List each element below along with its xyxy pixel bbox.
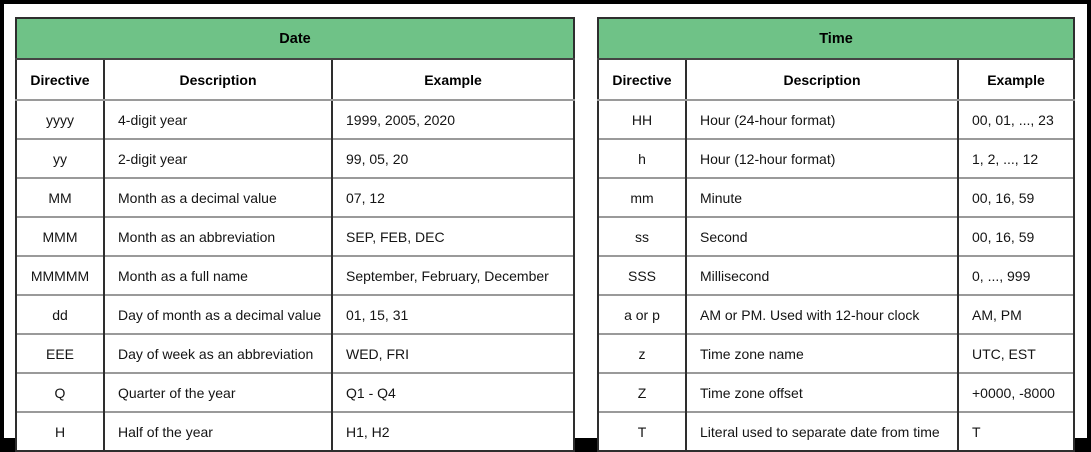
description-cell: Minute	[685, 177, 959, 217]
description-cell: Day of month as a decimal value	[103, 294, 333, 334]
time-table-title-row: Time	[598, 18, 1074, 60]
directive-cell: MM	[15, 177, 105, 217]
example-cell: 00, 16, 59	[957, 216, 1075, 256]
column-header-example: Example	[331, 59, 575, 101]
description-cell: Month as an abbreviation	[103, 216, 333, 256]
table-row: HH Hour (24-hour format) 00, 01, ..., 23	[597, 100, 1075, 139]
directive-cell: H	[15, 411, 105, 451]
example-cell: 1999, 2005, 2020	[331, 100, 575, 139]
description-cell: Hour (12-hour format)	[685, 138, 959, 178]
column-header-directive: Directive	[597, 59, 687, 101]
directive-cell: yyyy	[15, 100, 105, 139]
directive-cell: ss	[597, 216, 687, 256]
description-cell: 4-digit year	[103, 100, 333, 139]
table-row: mm Minute 00, 16, 59	[597, 177, 1075, 217]
directive-cell: dd	[15, 294, 105, 334]
date-table-column-header-row: Directive Description Example	[15, 59, 575, 101]
example-cell: WED, FRI	[331, 333, 575, 373]
description-cell: Time zone name	[685, 333, 959, 373]
table-row: MMM Month as an abbreviation SEP, FEB, DEC	[15, 216, 575, 256]
page-canvas: Date Directive Description Example yyyy 4-d…	[4, 4, 1087, 452]
date-table-title: Date	[16, 18, 574, 60]
description-cell: 2-digit year	[103, 138, 333, 178]
description-cell: Month as a full name	[103, 255, 333, 295]
time-directives-table: Time Directive Description Example HH Hour …	[597, 17, 1075, 452]
table-row: yyyy 4-digit year 1999, 2005, 2020	[15, 100, 575, 139]
directive-cell: mm	[597, 177, 687, 217]
column-header-directive: Directive	[15, 59, 105, 101]
example-cell: 07, 12	[331, 177, 575, 217]
table-row: T Literal used to separate date from time…	[597, 411, 1075, 451]
table-row: z Time zone name UTC, EST	[597, 333, 1075, 373]
directive-cell: yy	[15, 138, 105, 178]
example-cell: UTC, EST	[957, 333, 1075, 373]
description-cell: Day of week as an abbreviation	[103, 333, 333, 373]
directive-cell: MMM	[15, 216, 105, 256]
example-cell: 0, ..., 999	[957, 255, 1075, 295]
column-header-example: Example	[957, 59, 1075, 101]
table-row: H Half of the year H1, H2	[15, 411, 575, 451]
table-row: h Hour (12-hour format) 1, 2, ..., 12	[597, 138, 1075, 178]
table-row: yy 2-digit year 99, 05, 20	[15, 138, 575, 178]
example-cell: +0000, -8000	[957, 372, 1075, 412]
directive-cell: h	[597, 138, 687, 178]
table-row: SSS Millisecond 0, ..., 999	[597, 255, 1075, 295]
table-row: ss Second 00, 16, 59	[597, 216, 1075, 256]
date-table-body: yyyy 4-digit year 1999, 2005, 2020 yy 2-digi…	[15, 100, 575, 451]
example-cell: 1, 2, ..., 12	[957, 138, 1075, 178]
table-row: Z Time zone offset +0000, -8000	[597, 372, 1075, 412]
example-cell: Q1 - Q4	[331, 372, 575, 412]
table-row: MMMMM Month as a full name September, Febr…	[15, 255, 575, 295]
date-directives-table: Date Directive Description Example yyyy 4-d…	[15, 17, 575, 452]
directive-cell: T	[597, 411, 687, 451]
example-cell: September, February, December	[331, 255, 575, 295]
description-cell: Millisecond	[685, 255, 959, 295]
description-cell: Hour (24-hour format)	[685, 100, 959, 139]
example-cell: 99, 05, 20	[331, 138, 575, 178]
example-cell: SEP, FEB, DEC	[331, 216, 575, 256]
table-row: MM Month as a decimal value 07, 12	[15, 177, 575, 217]
example-cell: 00, 01, ..., 23	[957, 100, 1075, 139]
description-cell: AM or PM. Used with 12-hour clock	[685, 294, 959, 334]
example-cell: T	[957, 411, 1075, 451]
table-row: dd Day of month as a decimal value 01, 15,…	[15, 294, 575, 334]
directive-cell: HH	[597, 100, 687, 139]
description-cell: Literal used to separate date from time	[685, 411, 959, 451]
directive-cell: Q	[15, 372, 105, 412]
example-cell: 01, 15, 31	[331, 294, 575, 334]
example-cell: AM, PM	[957, 294, 1075, 334]
time-table-section: Time Directive Description Example HH Hour …	[597, 17, 1075, 452]
directive-cell: EEE	[15, 333, 105, 373]
description-cell: Time zone offset	[685, 372, 959, 412]
description-cell: Second	[685, 216, 959, 256]
time-table-column-header-row: Directive Description Example	[597, 59, 1075, 101]
directive-cell: Z	[597, 372, 687, 412]
directive-cell: z	[597, 333, 687, 373]
table-row: Q Quarter of the year Q1 - Q4	[15, 372, 575, 412]
directive-cell: a or p	[597, 294, 687, 334]
date-table-title-row: Date	[16, 18, 574, 60]
description-cell: Half of the year	[103, 411, 333, 451]
time-table-body: HH Hour (24-hour format) 00, 01, ..., 23 h H…	[597, 100, 1075, 451]
column-header-description: Description	[103, 59, 333, 101]
example-cell: H1, H2	[331, 411, 575, 451]
description-cell: Month as a decimal value	[103, 177, 333, 217]
example-cell: 00, 16, 59	[957, 177, 1075, 217]
time-table-title: Time	[598, 18, 1074, 60]
table-row: EEE Day of week as an abbreviation WED, FR…	[15, 333, 575, 373]
directive-cell: SSS	[597, 255, 687, 295]
directive-cell: MMMMM	[15, 255, 105, 295]
date-table-section: Date Directive Description Example yyyy 4-d…	[15, 17, 575, 452]
column-header-description: Description	[685, 59, 959, 101]
description-cell: Quarter of the year	[103, 372, 333, 412]
table-row: a or p AM or PM. Used with 12-hour clock A…	[597, 294, 1075, 334]
